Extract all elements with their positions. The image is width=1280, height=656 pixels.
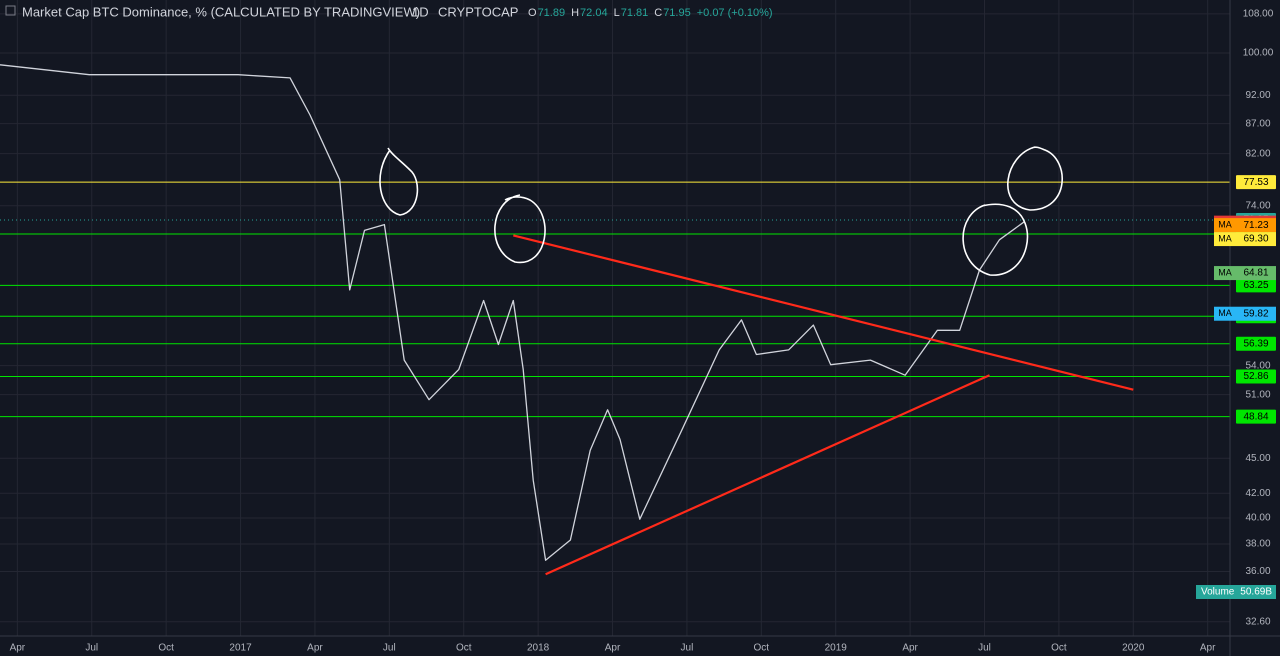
ma-tag: MA bbox=[1218, 233, 1232, 243]
volume-box bbox=[1196, 585, 1276, 599]
interval: 1D bbox=[412, 4, 429, 19]
x-tick-label: Jul bbox=[383, 643, 396, 654]
ma-label: 59.82 bbox=[1243, 308, 1268, 319]
ohlc-key: C bbox=[654, 7, 662, 19]
ohlc-value: 71.81 bbox=[621, 7, 649, 19]
hand-drawn-circles bbox=[379, 146, 1063, 276]
ma-label-box bbox=[1236, 218, 1276, 233]
trendline bbox=[513, 234, 1134, 391]
trendline bbox=[545, 374, 990, 576]
ma-label-box bbox=[1236, 232, 1276, 247]
ma-label-box bbox=[1236, 266, 1276, 281]
level-label-box bbox=[1236, 409, 1276, 424]
x-tick-label: Oct bbox=[456, 643, 472, 654]
price-line bbox=[0, 64, 1025, 561]
ma-label: 69.30 bbox=[1243, 234, 1268, 245]
x-tick-label: Apr bbox=[1200, 643, 1216, 654]
y-tick-label: 100.00 bbox=[1243, 48, 1274, 59]
y-tick-label: 38.00 bbox=[1245, 539, 1270, 550]
chart-title: Market Cap BTC Dominance, % (CALCULATED … bbox=[22, 4, 420, 19]
y-tick-label: 74.00 bbox=[1245, 200, 1270, 211]
x-tick-label: Jul bbox=[978, 643, 991, 654]
ohlc-value: 72.04 bbox=[580, 7, 608, 19]
x-tick-label: Oct bbox=[754, 643, 770, 654]
y-tick-label: 45.00 bbox=[1245, 453, 1270, 464]
ohlc-key: O bbox=[528, 7, 537, 19]
x-tick-label: 2020 bbox=[1122, 643, 1145, 654]
x-tick-label: Apr bbox=[902, 643, 918, 654]
ohlc-value: 71.95 bbox=[663, 7, 691, 19]
ma-tag: MA bbox=[1218, 308, 1232, 318]
ma-tag-box bbox=[1214, 266, 1236, 281]
y-tick-label: 108.00 bbox=[1243, 9, 1274, 20]
ma-label: 64.81 bbox=[1243, 268, 1268, 279]
level-label: 63.25 bbox=[1243, 280, 1268, 291]
ma-label: 71.23 bbox=[1243, 220, 1268, 231]
level-label-box bbox=[1236, 369, 1276, 384]
ma-tag-box bbox=[1214, 218, 1236, 233]
level-label-box bbox=[1236, 175, 1276, 190]
level-label-box bbox=[1236, 336, 1276, 351]
x-tick-label: Jul bbox=[85, 643, 98, 654]
change: +0.07 (+0.10%) bbox=[697, 7, 773, 19]
x-tick-label: Apr bbox=[10, 643, 26, 654]
volume-label: 50.69B bbox=[1240, 587, 1272, 598]
x-tick-label: 2019 bbox=[825, 643, 848, 654]
y-tick-label: 42.00 bbox=[1245, 488, 1270, 499]
exchange: CRYPTOCAP bbox=[438, 4, 518, 19]
x-tick-label: Apr bbox=[605, 643, 621, 654]
ma-tag-box bbox=[1214, 232, 1236, 247]
y-tick-label: 92.00 bbox=[1245, 90, 1270, 101]
level-label: 48.84 bbox=[1243, 411, 1268, 422]
x-tick-label: 2018 bbox=[527, 643, 550, 654]
level-label: 52.86 bbox=[1243, 371, 1268, 382]
x-tick-label: Jul bbox=[681, 643, 694, 654]
x-tick-label: Oct bbox=[158, 643, 174, 654]
x-tick-label: Apr bbox=[307, 643, 323, 654]
y-tick-label: 54.00 bbox=[1245, 360, 1270, 371]
ma-tag-box bbox=[1214, 306, 1236, 321]
y-tick-label: 87.00 bbox=[1245, 118, 1270, 129]
volume-name: Volume bbox=[1201, 587, 1235, 598]
ma-tag: MA bbox=[1218, 220, 1232, 230]
x-tick-label: 2017 bbox=[229, 643, 252, 654]
level-label-box bbox=[1236, 278, 1276, 293]
header: Market Cap BTC Dominance, % (CALCULATED … bbox=[5, 4, 773, 19]
y-tick-label: 36.00 bbox=[1245, 566, 1270, 577]
ohlc-key: L bbox=[614, 7, 620, 19]
y-tick-label: 51.00 bbox=[1245, 389, 1270, 400]
x-tick-label: Oct bbox=[1051, 643, 1067, 654]
y-tick-label: 40.00 bbox=[1245, 513, 1270, 524]
ma-tag: MA bbox=[1218, 267, 1232, 277]
symbol-icon bbox=[5, 5, 16, 16]
y-tick-label: 82.00 bbox=[1245, 148, 1270, 159]
ma-label-box bbox=[1236, 306, 1276, 321]
ohlc-key: H bbox=[571, 7, 579, 19]
y-tick-label: 32.60 bbox=[1245, 616, 1270, 627]
level-label: 77.53 bbox=[1243, 177, 1268, 188]
level-label: 56.39 bbox=[1243, 338, 1268, 349]
ohlc-value: 71.89 bbox=[538, 7, 566, 19]
